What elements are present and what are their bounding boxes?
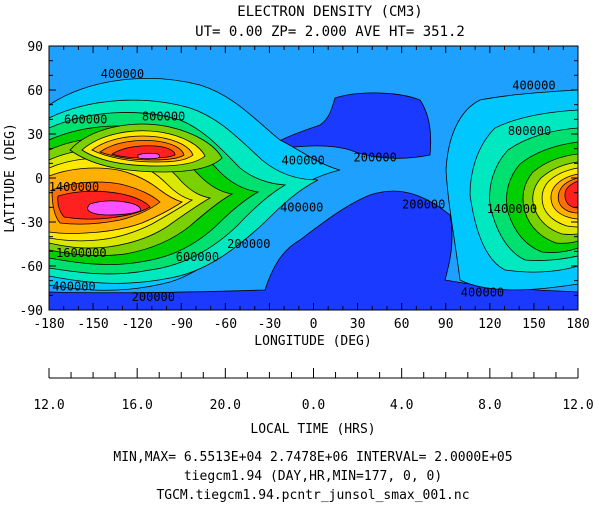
x-tick-label: 60 xyxy=(394,317,410,332)
contour-label: 600000 xyxy=(64,112,107,126)
x-tick-label: 30 xyxy=(350,317,366,332)
x-tick-label: -150 xyxy=(77,317,108,332)
contour-label: 400000 xyxy=(282,153,325,167)
contour-fill-north-level-13 xyxy=(137,152,160,160)
contour-label: 200000 xyxy=(227,237,270,251)
contour-label: 400000 xyxy=(52,280,95,294)
contour-label: 400000 xyxy=(280,200,323,214)
x-tick-label: -180 xyxy=(33,317,64,332)
localtime-tick-label: 0.0 xyxy=(302,398,325,413)
y-tick-label: 0 xyxy=(35,172,43,187)
contour-label: 600000 xyxy=(176,250,219,264)
contour-label: 200000 xyxy=(132,290,175,304)
x-tick-label: 90 xyxy=(438,317,454,332)
contour-label: 1400000 xyxy=(49,180,100,194)
contour-label: 200000 xyxy=(402,197,445,211)
contour-label: 800000 xyxy=(142,109,185,123)
x-tick-labels: -180 -150 -120 -90 -60 -30 0 30 60 90 120 150 180 xyxy=(33,317,589,332)
y-tick-label: 90 xyxy=(27,40,43,55)
footer-file: TGCM.tiegcm1.94.pcntr_junsol_smax_001.nc xyxy=(156,488,469,503)
y-axis-label: LATITUDE (DEG) xyxy=(3,123,18,233)
contour-label: 800000 xyxy=(508,124,551,138)
contour-label: 200000 xyxy=(354,150,397,164)
footer-model: tiegcm1.94 (DAY,HR,MIN=177, 0, 0) xyxy=(184,469,442,484)
footer-minmax: MIN,MAX= 6.5513E+04 2.7478E+06 INTERVAL=… xyxy=(113,450,512,465)
contour-field xyxy=(49,46,578,310)
x-tick-label: 120 xyxy=(478,317,501,332)
localtime-tick-label: 20.0 xyxy=(210,398,241,413)
contour-label: 1600000 xyxy=(56,246,107,260)
y-tick-label: 30 xyxy=(27,128,43,143)
contour-labels: 400000 600000 800000 400000 200000 400000 8000… xyxy=(49,67,556,304)
y-tick-labels: 90 60 30 0 -30 -60 -90 xyxy=(20,40,43,319)
chart-subtitle: UT= 0.00 ZP= 2.000 AVE HT= 351.2 xyxy=(195,24,465,40)
contour-label: 400000 xyxy=(461,285,504,299)
x-tick-label: 180 xyxy=(566,317,589,332)
x-axis-label: LONGITUDE (DEG) xyxy=(254,334,371,349)
localtime-tick-label: 16.0 xyxy=(122,398,153,413)
localtime-tick-label: 12.0 xyxy=(562,398,593,413)
contour-fill-level-13 xyxy=(87,200,141,216)
x-tick-label: -30 xyxy=(258,317,281,332)
contour-fill-low-north xyxy=(256,92,432,159)
contour-label: 400000 xyxy=(512,79,555,93)
chart-title: ELECTRON DENSITY (CM3) xyxy=(237,4,422,20)
x-tick-label: -90 xyxy=(170,317,193,332)
y-tick-label: -30 xyxy=(20,216,43,231)
localtime-axis-label: LOCAL TIME (HRS) xyxy=(250,422,375,437)
contour-label: 1400000 xyxy=(487,202,538,216)
x-tick-label: 0 xyxy=(310,317,318,332)
y-tick-label: -90 xyxy=(20,304,43,319)
x-tick-label: 150 xyxy=(522,317,545,332)
y-tick-label: -60 xyxy=(20,260,43,275)
localtime-tick-labels: 12.0 16.0 20.0 0.0 4.0 8.0 12.0 xyxy=(33,398,593,413)
contour-label: 400000 xyxy=(101,67,144,81)
localtime-tick-label: 12.0 xyxy=(33,398,64,413)
localtime-tick-label: 4.0 xyxy=(390,398,413,413)
axis-ticks xyxy=(48,45,579,311)
localtime-ticks xyxy=(48,368,579,378)
localtime-tick-label: 8.0 xyxy=(478,398,501,413)
x-tick-label: -120 xyxy=(122,317,153,332)
x-tick-label: -60 xyxy=(214,317,237,332)
y-tick-label: 60 xyxy=(27,84,43,99)
